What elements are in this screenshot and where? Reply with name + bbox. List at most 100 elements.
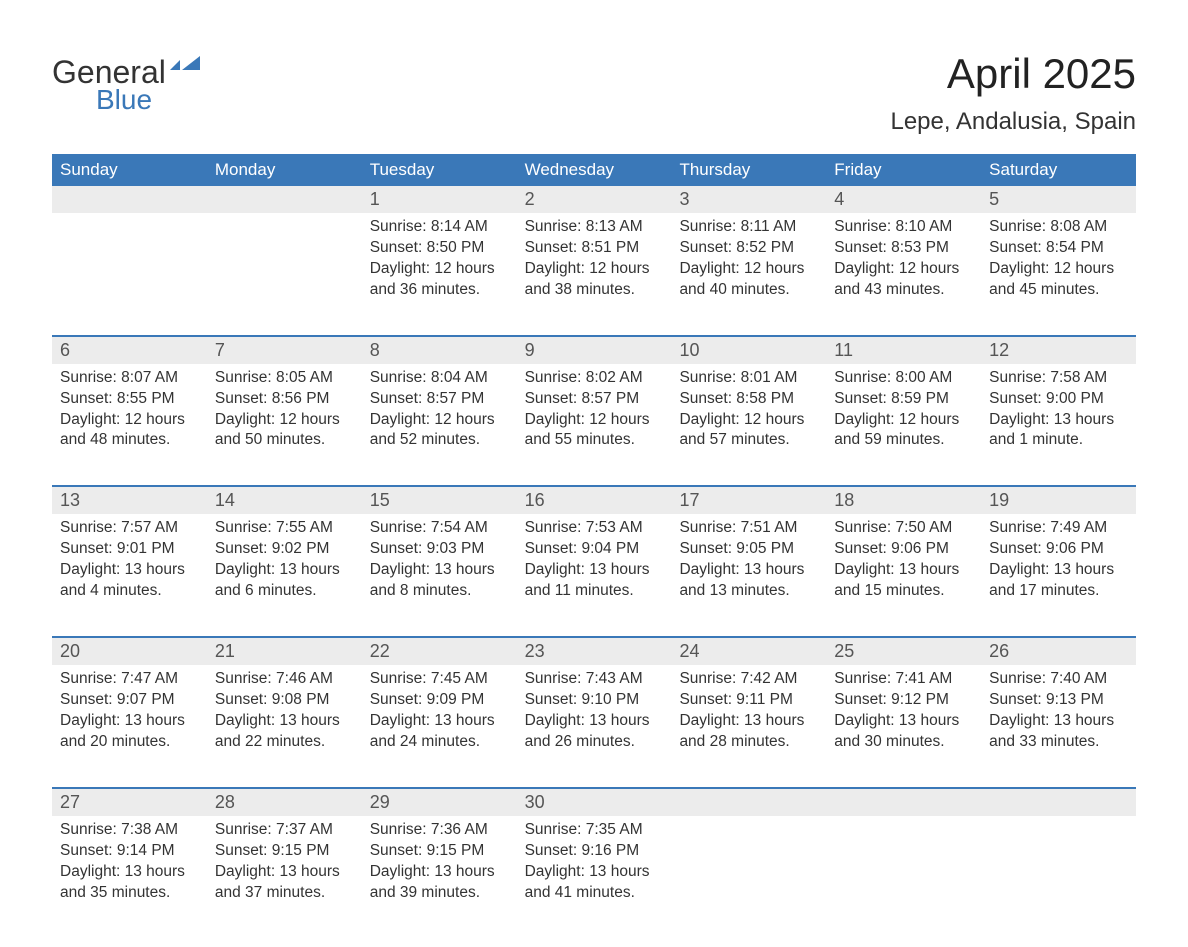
day-number: 15 [362,487,517,514]
sunset-text: Sunset: 8:56 PM [215,389,354,410]
flag-icon [170,56,204,85]
day-number: 9 [517,337,672,364]
day-number: 20 [52,638,207,665]
day-number: 5 [981,186,1136,213]
daylight-text: Daylight: 13 hours and 41 minutes. [525,862,664,904]
week-block: 6789101112Sunrise: 8:07 AMSunset: 8:55 P… [52,337,1136,456]
sunset-text: Sunset: 9:02 PM [215,539,354,560]
day-number [671,789,826,816]
sunset-text: Sunset: 8:51 PM [525,238,664,259]
sunset-text: Sunset: 8:59 PM [834,389,973,410]
sunrise-text: Sunrise: 7:49 AM [989,518,1128,539]
sunrise-text: Sunrise: 8:08 AM [989,217,1128,238]
sunrise-text: Sunrise: 8:14 AM [370,217,509,238]
day-details: Sunrise: 7:41 AMSunset: 9:12 PMDaylight:… [826,665,981,757]
daylight-text: Daylight: 13 hours and 13 minutes. [679,560,818,602]
daylight-text: Daylight: 13 hours and 11 minutes. [525,560,664,602]
daylight-text: Daylight: 12 hours and 36 minutes. [370,259,509,301]
day-details: Sunrise: 8:07 AMSunset: 8:55 PMDaylight:… [52,364,207,456]
day-details: Sunrise: 7:40 AMSunset: 9:13 PMDaylight:… [981,665,1136,757]
day-number: 17 [671,487,826,514]
sunset-text: Sunset: 9:09 PM [370,690,509,711]
daylight-text: Daylight: 13 hours and 4 minutes. [60,560,199,602]
day-number: 21 [207,638,362,665]
day-details: Sunrise: 7:42 AMSunset: 9:11 PMDaylight:… [671,665,826,757]
day-details: Sunrise: 7:38 AMSunset: 9:14 PMDaylight:… [52,816,207,908]
day-number-row: 27282930 [52,789,1136,816]
daylight-text: Daylight: 12 hours and 43 minutes. [834,259,973,301]
weekday-header-row: Sunday Monday Tuesday Wednesday Thursday… [52,154,1136,186]
day-details: Sunrise: 7:45 AMSunset: 9:09 PMDaylight:… [362,665,517,757]
sunrise-text: Sunrise: 8:10 AM [834,217,973,238]
day-number: 24 [671,638,826,665]
day-details-row: Sunrise: 8:14 AMSunset: 8:50 PMDaylight:… [52,213,1136,305]
sunset-text: Sunset: 8:53 PM [834,238,973,259]
day-details: Sunrise: 8:00 AMSunset: 8:59 PMDaylight:… [826,364,981,456]
day-number: 12 [981,337,1136,364]
sunset-text: Sunset: 9:06 PM [989,539,1128,560]
daylight-text: Daylight: 12 hours and 55 minutes. [525,410,664,452]
daylight-text: Daylight: 13 hours and 26 minutes. [525,711,664,753]
day-number [207,186,362,213]
day-details: Sunrise: 8:05 AMSunset: 8:56 PMDaylight:… [207,364,362,456]
day-number-row: 20212223242526 [52,638,1136,665]
day-details: Sunrise: 7:53 AMSunset: 9:04 PMDaylight:… [517,514,672,606]
day-number: 11 [826,337,981,364]
day-details [981,816,1136,908]
day-details [826,816,981,908]
sunset-text: Sunset: 8:58 PM [679,389,818,410]
sunset-text: Sunset: 9:15 PM [215,841,354,862]
day-number: 10 [671,337,826,364]
daylight-text: Daylight: 12 hours and 38 minutes. [525,259,664,301]
sunrise-text: Sunrise: 7:41 AM [834,669,973,690]
daylight-text: Daylight: 12 hours and 52 minutes. [370,410,509,452]
daylight-text: Daylight: 13 hours and 17 minutes. [989,560,1128,602]
sunset-text: Sunset: 9:10 PM [525,690,664,711]
sunrise-text: Sunrise: 8:02 AM [525,368,664,389]
daylight-text: Daylight: 13 hours and 1 minute. [989,410,1128,452]
day-details: Sunrise: 7:54 AMSunset: 9:03 PMDaylight:… [362,514,517,606]
day-details-row: Sunrise: 7:47 AMSunset: 9:07 PMDaylight:… [52,665,1136,757]
sunrise-text: Sunrise: 7:54 AM [370,518,509,539]
daylight-text: Daylight: 12 hours and 50 minutes. [215,410,354,452]
day-number: 1 [362,186,517,213]
day-number [826,789,981,816]
daylight-text: Daylight: 13 hours and 30 minutes. [834,711,973,753]
sunrise-text: Sunrise: 7:40 AM [989,669,1128,690]
sunrise-text: Sunrise: 7:37 AM [215,820,354,841]
day-details: Sunrise: 7:50 AMSunset: 9:06 PMDaylight:… [826,514,981,606]
daylight-text: Daylight: 13 hours and 8 minutes. [370,560,509,602]
week-block: 27282930Sunrise: 7:38 AMSunset: 9:14 PMD… [52,789,1136,908]
day-number: 26 [981,638,1136,665]
day-number: 28 [207,789,362,816]
calendar: Sunday Monday Tuesday Wednesday Thursday… [52,154,1136,907]
sunrise-text: Sunrise: 7:43 AM [525,669,664,690]
sunrise-text: Sunrise: 7:58 AM [989,368,1128,389]
sunset-text: Sunset: 9:13 PM [989,690,1128,711]
day-number: 23 [517,638,672,665]
day-number: 22 [362,638,517,665]
day-details: Sunrise: 8:14 AMSunset: 8:50 PMDaylight:… [362,213,517,305]
day-details: Sunrise: 7:35 AMSunset: 9:16 PMDaylight:… [517,816,672,908]
sunrise-text: Sunrise: 7:51 AM [679,518,818,539]
sunset-text: Sunset: 9:11 PM [679,690,818,711]
day-number-row: 6789101112 [52,337,1136,364]
day-number: 25 [826,638,981,665]
day-details [52,213,207,305]
weekday-header: Monday [207,154,362,186]
day-number: 18 [826,487,981,514]
day-details [207,213,362,305]
weekday-header: Sunday [52,154,207,186]
day-number: 4 [826,186,981,213]
sunset-text: Sunset: 9:15 PM [370,841,509,862]
sunrise-text: Sunrise: 7:45 AM [370,669,509,690]
sunset-text: Sunset: 8:50 PM [370,238,509,259]
day-details: Sunrise: 8:02 AMSunset: 8:57 PMDaylight:… [517,364,672,456]
title-block: April 2025 Lepe, Andalusia, Spain [890,50,1136,136]
day-details-row: Sunrise: 7:38 AMSunset: 9:14 PMDaylight:… [52,816,1136,908]
sunrise-text: Sunrise: 8:13 AM [525,217,664,238]
day-details: Sunrise: 8:13 AMSunset: 8:51 PMDaylight:… [517,213,672,305]
day-number: 8 [362,337,517,364]
sunset-text: Sunset: 9:06 PM [834,539,973,560]
sunset-text: Sunset: 9:16 PM [525,841,664,862]
